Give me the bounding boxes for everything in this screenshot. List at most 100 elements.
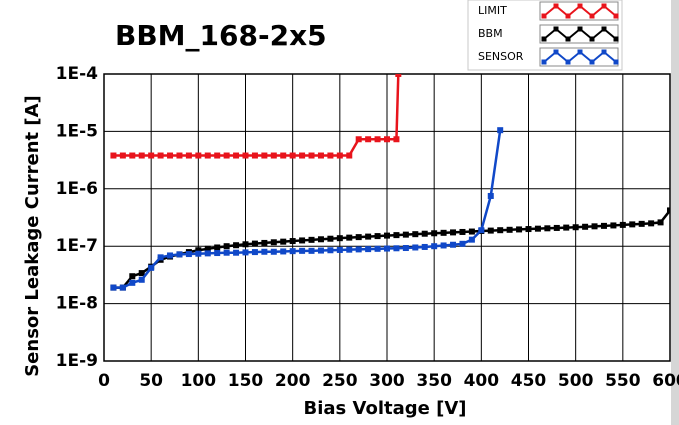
- data-point: [384, 136, 390, 143]
- data-point: [468, 228, 475, 235]
- data-point: [393, 245, 400, 252]
- legend-marker: [613, 36, 619, 42]
- data-point: [384, 232, 390, 239]
- x-tick-label: 50: [139, 371, 163, 391]
- data-point: [138, 276, 145, 283]
- x-tick-label: 600: [652, 371, 679, 391]
- data-point: [497, 127, 504, 134]
- data-point: [223, 152, 230, 159]
- data-point: [412, 244, 419, 251]
- legend-swatch-box: [539, 47, 619, 67]
- legend-marker: [613, 59, 619, 65]
- data-point: [355, 246, 362, 253]
- data-point: [346, 246, 353, 253]
- data-point: [299, 237, 306, 244]
- legend-marker: [565, 36, 571, 42]
- data-point: [393, 136, 400, 143]
- legend-marker: [577, 26, 583, 32]
- data-point: [185, 251, 192, 258]
- legend-label: SENSOR: [478, 50, 524, 63]
- data-point: [233, 152, 240, 159]
- data-point: [270, 152, 277, 159]
- data-point: [195, 152, 202, 159]
- data-point: [402, 231, 409, 238]
- data-point: [421, 230, 428, 237]
- data-point: [534, 225, 541, 232]
- y-tick-label: 1E-5: [56, 121, 98, 141]
- x-tick-label: 450: [511, 371, 547, 391]
- data-point: [374, 233, 381, 240]
- data-point: [563, 224, 570, 231]
- data-point: [157, 254, 164, 261]
- data-point: [289, 248, 296, 255]
- legend-marker: [553, 49, 559, 55]
- data-point: [365, 136, 372, 143]
- data-point: [450, 241, 457, 248]
- legend-marker: [589, 13, 595, 19]
- data-point: [638, 220, 645, 227]
- data-point: [374, 245, 381, 252]
- data-point: [242, 241, 249, 248]
- data-point: [138, 270, 145, 277]
- legend-marker: [565, 13, 571, 19]
- data-point: [195, 250, 202, 257]
- data-point: [591, 223, 598, 230]
- y-tick-label: 1E-4: [56, 64, 98, 84]
- data-point: [667, 207, 670, 214]
- legend-marker: [601, 3, 607, 9]
- data-point: [478, 227, 485, 234]
- data-point: [129, 279, 136, 286]
- data-point: [129, 152, 136, 159]
- data-point: [251, 152, 258, 159]
- x-tick-label: 300: [369, 371, 405, 391]
- data-point: [317, 152, 324, 159]
- x-tick-label: 400: [464, 371, 500, 391]
- data-point: [459, 240, 466, 247]
- data-point: [289, 238, 296, 245]
- data-point: [336, 152, 343, 159]
- data-point: [440, 229, 447, 236]
- data-point: [270, 239, 277, 246]
- data-point: [317, 236, 324, 243]
- data-point: [308, 247, 315, 254]
- x-tick-label: 0: [98, 371, 110, 391]
- data-point: [223, 249, 230, 256]
- data-point: [346, 234, 353, 241]
- data-point: [251, 240, 258, 247]
- data-point: [600, 222, 607, 229]
- data-point: [412, 231, 419, 238]
- data-point: [648, 220, 655, 227]
- data-point: [280, 238, 287, 245]
- data-point: [223, 243, 230, 250]
- data-point: [233, 249, 240, 256]
- legend-marker: [577, 3, 583, 9]
- plot-frame: [103, 73, 671, 362]
- legend-swatch-box: [539, 1, 619, 21]
- legend-marker: [601, 26, 607, 32]
- x-tick-label: 150: [228, 371, 264, 391]
- data-point: [148, 264, 155, 271]
- data-point: [204, 250, 211, 257]
- legend-marker: [553, 26, 559, 32]
- data-point: [308, 152, 315, 159]
- data-point: [195, 247, 202, 254]
- data-point: [450, 229, 457, 236]
- data-point: [431, 243, 438, 250]
- y-tick-label: 1E-6: [56, 179, 98, 199]
- legend-marker: [601, 49, 607, 55]
- legend-marker: [541, 36, 547, 42]
- x-tick-label: 100: [181, 371, 217, 391]
- data-point: [516, 226, 523, 233]
- legend-marker: [589, 59, 595, 65]
- data-point: [261, 248, 268, 255]
- data-point: [610, 222, 617, 229]
- data-point: [327, 152, 334, 159]
- data-point: [657, 219, 664, 226]
- data-point: [393, 232, 400, 239]
- y-tick-label: 1E-7: [56, 236, 98, 256]
- data-point: [384, 245, 390, 252]
- data-point: [506, 226, 513, 233]
- data-point: [374, 136, 381, 143]
- data-point: [440, 242, 447, 249]
- data-point: [619, 221, 626, 228]
